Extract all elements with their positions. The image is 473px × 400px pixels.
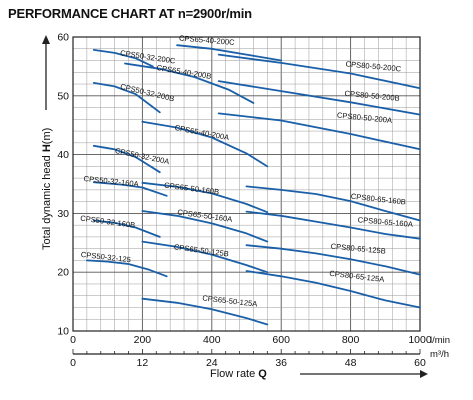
x-tick-label-lmin: 200 (134, 334, 152, 346)
curve-cps80-50-200b (217, 80, 421, 116)
y-axis-label: Total dynamic head H(m) (41, 128, 53, 250)
curve-cps80-65-160a (245, 210, 421, 240)
chart-title: PERFORMANCE CHART AT n=2900r/min (8, 6, 252, 21)
curve-cps50-32-200b (92, 82, 161, 114)
curve-cps80-50-200a (217, 112, 421, 151)
x-unit-m3h: m³/h (430, 349, 449, 360)
x-tick-label-m3h: 24 (206, 357, 218, 369)
curve-cps65-40-200a (141, 120, 269, 168)
y-tick-label: 40 (57, 149, 69, 161)
x-tick-label-m3h: 0 (70, 357, 76, 369)
curve-cps65-50-160b (141, 181, 269, 214)
curve-cps65-50-125a (141, 297, 269, 326)
curve-cps50-32-160b (92, 219, 161, 238)
x-tick-label-lmin: 1000 (408, 334, 432, 346)
curve-cps65-40-200b (124, 62, 255, 104)
x-axis-label: Flow rate Q (210, 368, 267, 380)
x-tick-label-m3h: 48 (345, 357, 357, 369)
x-tick-label-m3h: 12 (137, 357, 149, 369)
curve-cps65-50-125b (141, 240, 269, 274)
x-tick-label-lmin: 600 (272, 334, 290, 346)
plot-frame (72, 36, 421, 332)
x-tick-label-lmin: 400 (203, 334, 221, 346)
curve-cps65-50-160a (141, 210, 269, 243)
curve-cps80-65-160b (245, 185, 421, 222)
curve-cps50-32-200c (92, 49, 154, 68)
x-tick-label-lmin: 800 (342, 334, 360, 346)
curve-label-cps65-40-200c: CPS65-40-200C (179, 34, 236, 47)
grid-layer (72, 36, 421, 332)
curve-cps80-65-125a (245, 270, 421, 309)
y-tick-label: 50 (57, 90, 69, 102)
curve-cps50-32-200a (92, 144, 161, 174)
curve-cps80-50-200c (217, 53, 421, 90)
y-tick-label: 20 (57, 267, 69, 279)
curve-cps80-65-125b (245, 244, 421, 276)
curve-cps50-32-125 (86, 259, 168, 278)
y-axis-arrow-head (42, 35, 50, 44)
y-tick-label: 30 (57, 208, 69, 220)
curves-layer (86, 44, 421, 326)
curve-cps65-40-200c (176, 44, 283, 62)
curve-cps50-32-160a (92, 181, 168, 197)
x-tick-label-m3h: 36 (275, 357, 287, 369)
y-tick-label: 10 (57, 326, 69, 338)
x-tick-label-m3h: 60 (414, 357, 426, 369)
y-tick-label: 60 (57, 32, 69, 44)
x-tick-label-lmin: 0 (70, 334, 76, 346)
x-unit-lmin: l/min (430, 335, 450, 346)
x-axis-arrow-head (420, 370, 428, 378)
